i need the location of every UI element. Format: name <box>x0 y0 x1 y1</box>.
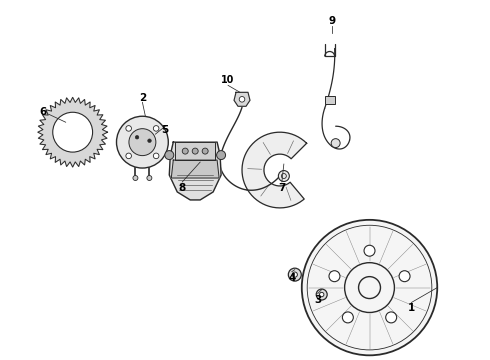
Circle shape <box>386 312 397 323</box>
Circle shape <box>126 126 131 131</box>
FancyBboxPatch shape <box>325 96 335 104</box>
Circle shape <box>135 135 139 139</box>
Circle shape <box>343 312 353 323</box>
Polygon shape <box>175 142 215 160</box>
Circle shape <box>331 139 340 148</box>
Text: 9: 9 <box>328 15 335 26</box>
Circle shape <box>217 150 225 159</box>
Text: 2: 2 <box>139 93 146 103</box>
Circle shape <box>239 96 245 102</box>
Circle shape <box>192 148 198 154</box>
Circle shape <box>288 268 301 281</box>
Ellipse shape <box>60 122 90 146</box>
Circle shape <box>153 153 159 159</box>
Circle shape <box>316 289 327 300</box>
Text: 8: 8 <box>179 183 186 193</box>
Text: 7: 7 <box>278 183 286 193</box>
Polygon shape <box>38 97 107 167</box>
Circle shape <box>147 139 151 143</box>
Polygon shape <box>172 160 219 178</box>
Circle shape <box>364 245 375 256</box>
Circle shape <box>202 148 208 154</box>
Polygon shape <box>169 142 221 200</box>
Circle shape <box>147 176 152 180</box>
Text: 1: 1 <box>408 302 415 312</box>
Text: 10: 10 <box>221 75 235 85</box>
Text: 3: 3 <box>314 294 321 305</box>
Circle shape <box>319 292 324 297</box>
Circle shape <box>165 150 174 159</box>
Polygon shape <box>234 92 250 106</box>
Text: 6: 6 <box>39 107 47 117</box>
Circle shape <box>133 176 138 180</box>
Circle shape <box>117 116 168 168</box>
Circle shape <box>129 129 156 156</box>
Circle shape <box>153 126 159 131</box>
Text: 5: 5 <box>162 125 169 135</box>
Circle shape <box>126 153 131 159</box>
Circle shape <box>182 148 188 154</box>
Polygon shape <box>242 132 307 208</box>
Circle shape <box>278 171 289 181</box>
Text: 4: 4 <box>288 273 295 283</box>
Circle shape <box>329 271 340 282</box>
Circle shape <box>53 112 93 152</box>
Circle shape <box>302 220 437 355</box>
Circle shape <box>399 271 410 282</box>
Circle shape <box>292 272 297 277</box>
